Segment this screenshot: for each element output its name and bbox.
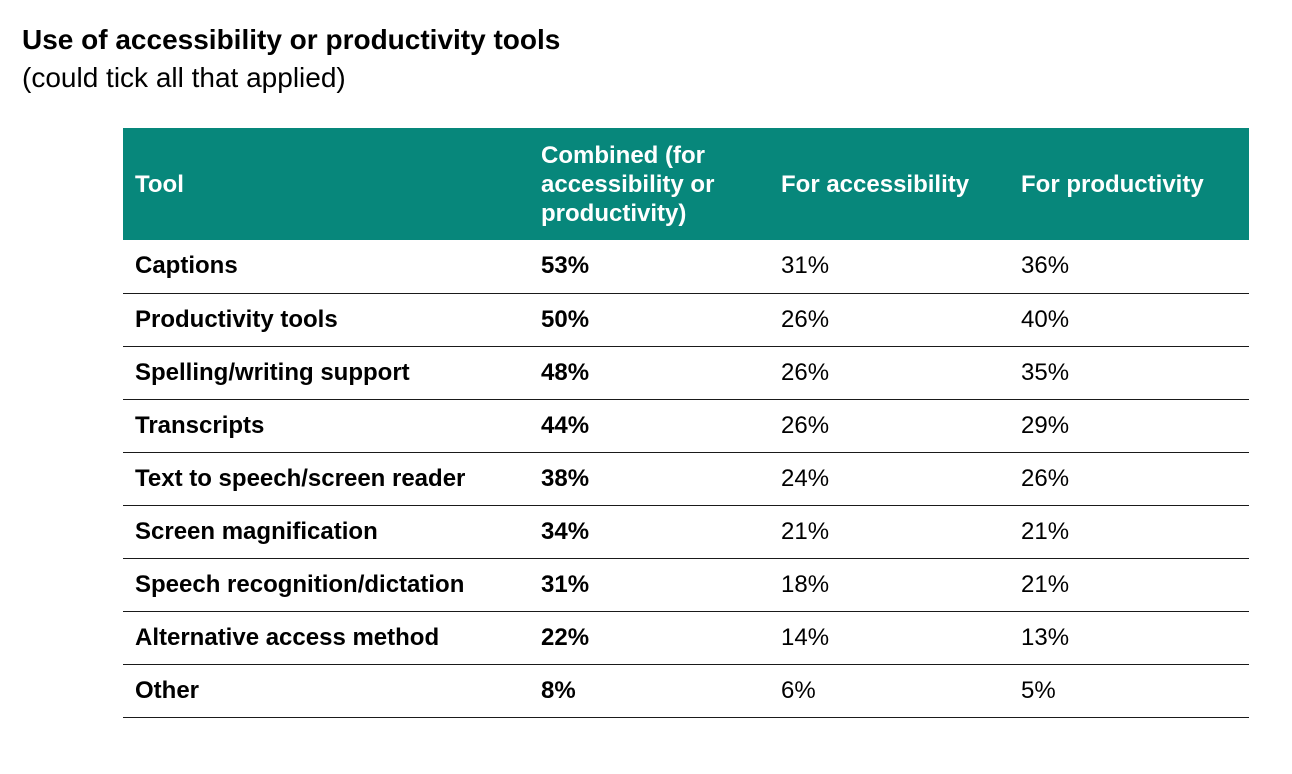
row-combined-cell: 8% [541,676,576,704]
tools-table: Tool Combined (for accessibility or prod… [123,128,1249,718]
table-header: Tool Combined (for accessibility or prod… [123,128,1249,240]
header-accessibility: For accessibility [781,170,970,198]
row-accessibility-cell: 14% [781,623,830,651]
row-accessibility-cell: 21% [781,517,830,545]
table-row: Alternative access method 22% 14% 13% [123,611,1249,664]
row-productivity-cell: 13% [1021,623,1070,651]
row-accessibility-cell: 26% [781,358,830,386]
row-productivity-cell: 5% [1021,676,1056,704]
row-tool-cell: Transcripts [135,411,265,439]
table-row: Other 8% 6% 5% [123,664,1249,717]
row-accessibility-cell: 24% [781,464,830,492]
table-row: Transcripts 44% 26% 29% [123,399,1249,452]
table-body: Captions 53% 31% 36% Productivity tools 50% 26… [123,240,1249,717]
header-row: Tool Combined (for accessibility or prod… [123,128,1249,240]
header-combined: Combined (for accessibility or productiv… [541,141,715,227]
row-productivity-cell: 21% [1021,570,1070,598]
row-tool-cell: Spelling/writing support [135,358,410,386]
row-combined-cell: 50% [541,305,590,333]
row-combined-cell: 53% [541,252,590,280]
row-accessibility-cell: 26% [781,411,830,439]
row-accessibility-cell: 31% [781,252,830,280]
row-accessibility-cell: 6% [781,676,816,704]
row-combined-cell: 34% [541,517,590,545]
table-row: Screen magnification 34% 21% 21% [123,505,1249,558]
row-tool-cell: Productivity tools [135,305,338,333]
table-row: Speech recognition/dictation 31% 18% 21% [123,558,1249,611]
row-combined-cell: 31% [541,570,590,598]
table-subtitle: (could tick all that applied) [22,62,346,93]
row-tool-cell: Screen magnification [135,517,378,545]
row-productivity-cell: 29% [1021,411,1070,439]
header-productivity: For productivity [1021,170,1204,198]
table-row: Captions 53% 31% 36% [123,240,1249,293]
table-row: Text to speech/screen reader 38% 24% 26% [123,452,1249,505]
row-combined-cell: 44% [541,411,590,439]
row-tool-cell: Captions [135,252,238,280]
row-tool-cell: Text to speech/screen reader [135,464,466,492]
row-tool-cell: Alternative access method [135,623,440,651]
row-productivity-cell: 40% [1021,305,1070,333]
row-accessibility-cell: 18% [781,570,830,598]
table-title: Use of accessibility or productivity too… [22,24,561,55]
row-accessibility-cell: 26% [781,305,830,333]
table-row: Spelling/writing support 48% 26% 35% [123,346,1249,399]
row-productivity-cell: 21% [1021,517,1070,545]
row-productivity-cell: 36% [1021,252,1070,280]
row-productivity-cell: 26% [1021,464,1070,492]
row-tool-cell: Other [135,676,200,704]
row-productivity-cell: 35% [1021,358,1070,386]
header-tool: Tool [135,170,184,198]
row-combined-cell: 48% [541,358,590,386]
row-tool-cell: Speech recognition/dictation [135,570,465,598]
row-combined-cell: 22% [541,623,590,651]
tools-table-container: Tool Combined (for accessibility or prod… [123,128,1249,718]
row-combined-cell: 38% [541,464,590,492]
table-row: Productivity tools 50% 26% 40% [123,293,1249,346]
